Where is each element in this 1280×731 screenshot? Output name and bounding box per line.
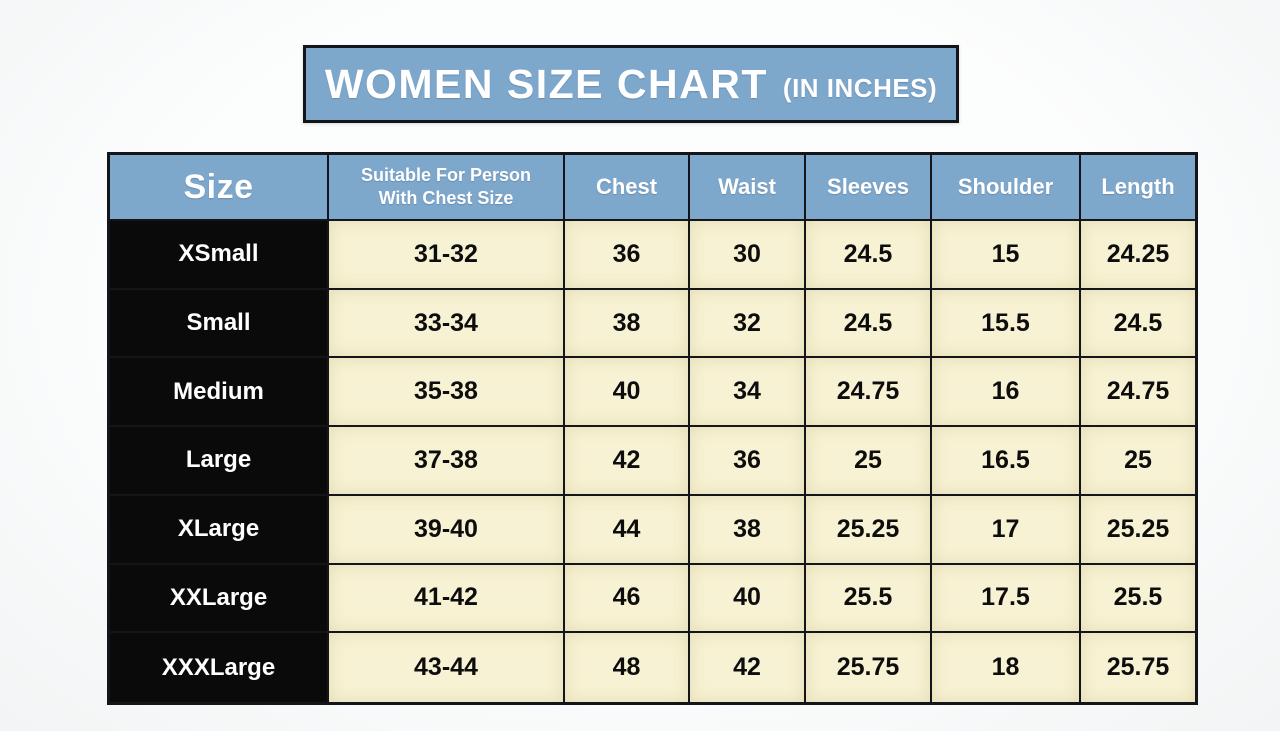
value-cell: 18 — [932, 633, 1081, 702]
value-cell: 43-44 — [329, 633, 565, 702]
value-cell: 25.75 — [806, 633, 932, 702]
value-cell: 24.5 — [806, 221, 932, 290]
value-cell: 42 — [565, 427, 690, 496]
value-cell: 44 — [565, 495, 690, 565]
title-banner: WOMEN SIZE CHART (IN INCHES) — [303, 45, 959, 123]
value-cell: 48 — [565, 633, 690, 702]
value-cell: 25 — [806, 427, 932, 496]
size-label-cell: XLarge — [110, 495, 329, 565]
value-cell: 42 — [690, 633, 806, 702]
value-cell: 24.5 — [1081, 289, 1195, 359]
value-cell: 15 — [932, 221, 1081, 290]
value-cell: 41-42 — [329, 564, 565, 634]
column-header-chest: Chest — [565, 155, 690, 221]
page-title: WOMEN SIZE CHART — [324, 60, 768, 107]
column-header-waist: Waist — [690, 155, 806, 221]
value-cell: 36 — [690, 427, 806, 496]
value-cell: 15.5 — [932, 289, 1081, 359]
value-cell: 34 — [690, 358, 806, 428]
value-cell: 25.5 — [1081, 564, 1195, 634]
value-cell: 25.5 — [806, 564, 932, 634]
value-cell: 24.75 — [1081, 358, 1195, 428]
size-label-cell: Small — [110, 289, 329, 359]
value-cell: 24.25 — [1081, 221, 1195, 290]
value-cell: 25 — [1081, 427, 1195, 496]
column-header-sleeves: Sleeves — [806, 155, 932, 221]
value-cell: 32 — [690, 289, 806, 359]
value-cell: 33-34 — [329, 289, 565, 359]
value-cell: 40 — [690, 564, 806, 634]
value-cell: 16 — [932, 358, 1081, 428]
value-cell: 17.5 — [932, 564, 1081, 634]
value-cell: 25.25 — [806, 495, 932, 565]
value-cell: 17 — [932, 495, 1081, 565]
value-cell: 25.75 — [1081, 633, 1195, 702]
value-cell: 39-40 — [329, 495, 565, 565]
value-cell: 30 — [690, 221, 806, 290]
value-cell: 46 — [565, 564, 690, 634]
column-header-size: Size — [110, 155, 329, 221]
value-cell: 38 — [690, 495, 806, 565]
value-cell: 37-38 — [329, 427, 565, 496]
value-cell: 38 — [565, 289, 690, 359]
column-header-suitable: Suitable For Person With Chest Size — [329, 155, 565, 221]
size-label-cell: Large — [110, 427, 329, 496]
value-cell: 25.25 — [1081, 495, 1195, 565]
value-cell: 36 — [565, 221, 690, 290]
column-header-shoulder: Shoulder — [932, 155, 1081, 221]
size-label-cell: XXXLarge — [110, 633, 329, 702]
value-cell: 35-38 — [329, 358, 565, 428]
size-label-cell: XSmall — [110, 221, 329, 290]
size-chart-table: Size Suitable For Person With Chest Size… — [107, 152, 1198, 705]
column-header-length: Length — [1081, 155, 1195, 221]
value-cell: 31-32 — [329, 221, 565, 290]
value-cell: 24.75 — [806, 358, 932, 428]
size-label-cell: XXLarge — [110, 564, 329, 634]
page-subtitle: (IN INCHES) — [782, 73, 938, 103]
value-cell: 40 — [565, 358, 690, 428]
value-cell: 24.5 — [806, 289, 932, 359]
value-cell: 16.5 — [932, 427, 1081, 496]
size-label-cell: Medium — [110, 358, 329, 428]
